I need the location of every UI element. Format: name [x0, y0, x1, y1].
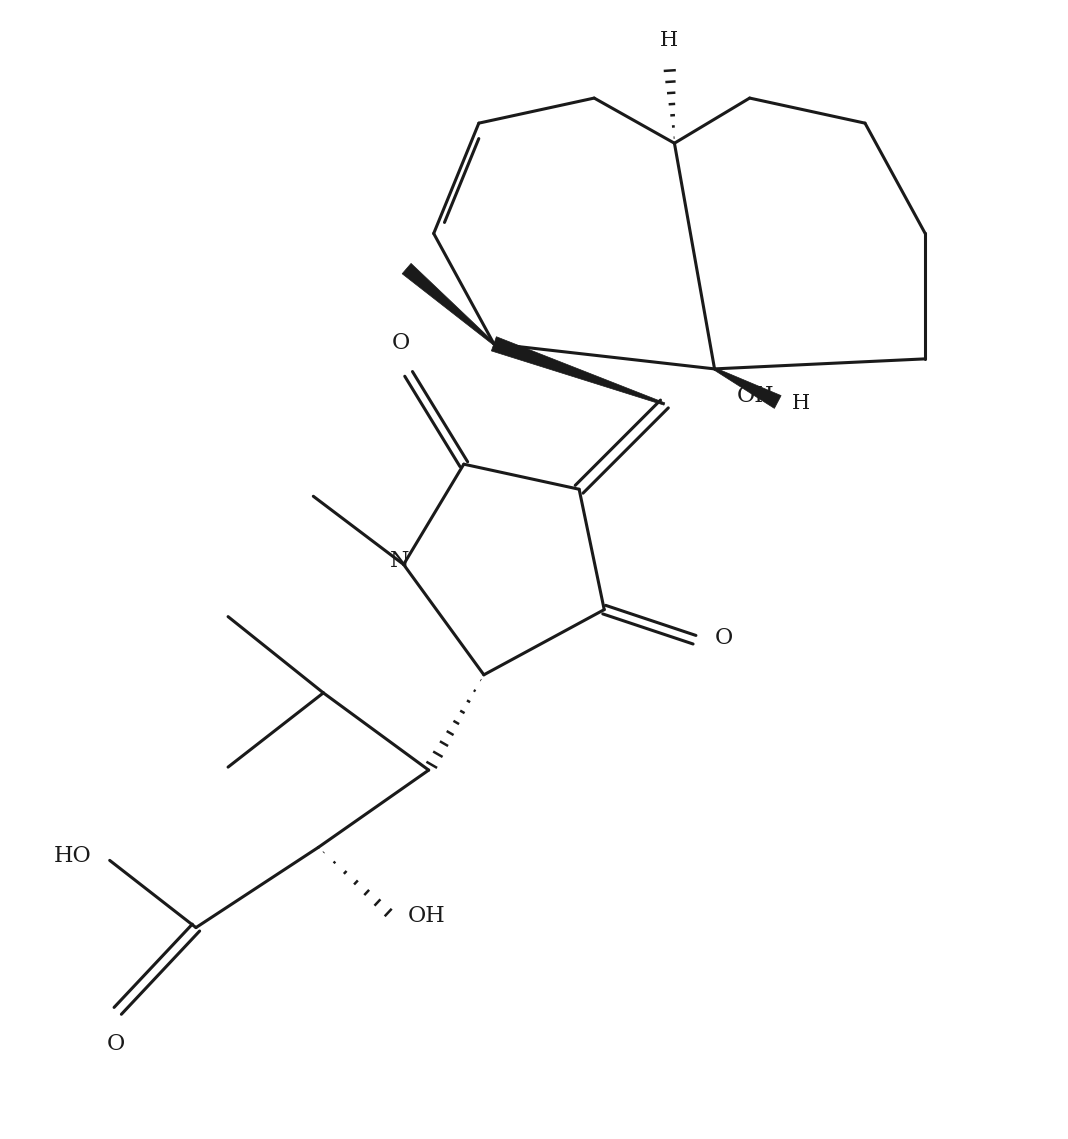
Polygon shape	[403, 263, 494, 345]
Text: OH: OH	[408, 904, 445, 926]
Text: O: O	[107, 1033, 125, 1055]
Polygon shape	[491, 337, 664, 405]
Text: O: O	[392, 331, 410, 354]
Text: OH: OH	[737, 385, 774, 407]
Text: O: O	[714, 626, 733, 649]
Text: H: H	[660, 31, 678, 50]
Polygon shape	[714, 368, 781, 409]
Text: H: H	[791, 394, 810, 413]
Text: HO: HO	[53, 845, 92, 868]
Text: N: N	[390, 550, 409, 573]
